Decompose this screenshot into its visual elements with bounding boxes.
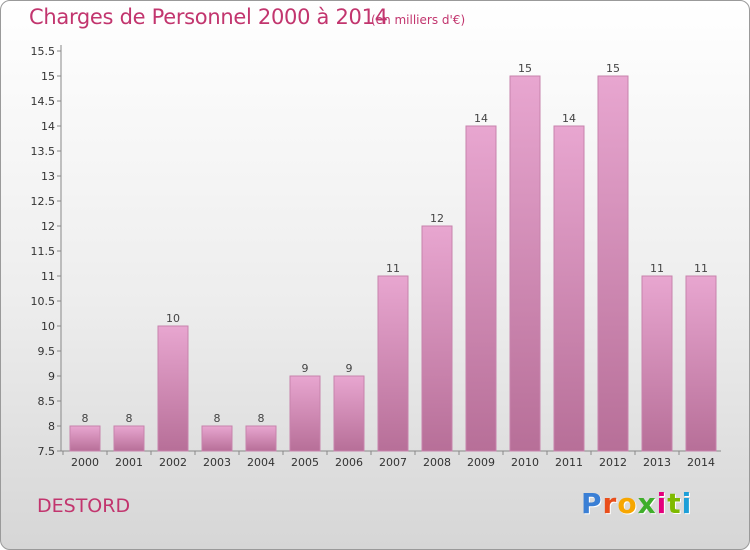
y-tick-label: 15.5 xyxy=(31,45,56,58)
x-tick-label-2000: 2000 xyxy=(71,456,99,469)
data-label-2013: 11 xyxy=(650,262,664,275)
data-label-2003: 8 xyxy=(214,412,221,425)
y-tick-label: 12.5 xyxy=(31,195,56,208)
chart-bars xyxy=(69,75,717,452)
x-tick-label-2002: 2002 xyxy=(159,456,187,469)
bar-2004 xyxy=(245,425,277,452)
data-label-2012: 15 xyxy=(606,62,620,75)
y-tick-label: 7.5 xyxy=(38,445,56,458)
data-label-2006: 9 xyxy=(346,362,353,375)
x-tick-label-2004: 2004 xyxy=(247,456,275,469)
data-label-2004: 8 xyxy=(258,412,265,425)
x-tick-label-2003: 2003 xyxy=(203,456,231,469)
data-label-2007: 11 xyxy=(386,262,400,275)
bar-2007 xyxy=(377,275,409,452)
x-tick-label-2014: 2014 xyxy=(687,456,715,469)
data-label-2011: 14 xyxy=(562,112,576,125)
bar-2003 xyxy=(201,425,233,452)
bar-2009 xyxy=(465,125,497,452)
y-tick-label: 14.5 xyxy=(31,95,56,108)
bar-2013 xyxy=(641,275,673,452)
x-tick-label-2013: 2013 xyxy=(643,456,671,469)
data-label-2005: 9 xyxy=(302,362,309,375)
y-tick-label: 9.5 xyxy=(38,345,56,358)
commune-name: DESTORD xyxy=(37,495,131,517)
x-tick-label-2006: 2006 xyxy=(335,456,363,469)
bar-2005 xyxy=(289,375,321,452)
chart-title: Charges de Personnel 2000 à 2014 xyxy=(29,5,388,29)
x-tick-label-2005: 2005 xyxy=(291,456,319,469)
chart-subtitle: (en milliers d'€) xyxy=(371,13,466,27)
y-tick-label: 13 xyxy=(41,170,55,183)
bar-2000 xyxy=(69,425,101,452)
proxiti-logo: Proxiti xyxy=(581,487,693,520)
y-tick-label: 14 xyxy=(41,120,55,133)
data-label-2014: 11 xyxy=(694,262,708,275)
bar-2002 xyxy=(157,325,189,452)
y-tick-label: 11.5 xyxy=(31,245,56,258)
x-tick-label-2009: 2009 xyxy=(467,456,495,469)
bar-2001 xyxy=(113,425,145,452)
chart-axes: 7.5 8 8.5 9 9.5 10 10.5 11 11.5 12 12.5 13 13.5 14 14.… xyxy=(31,45,721,458)
data-label-2008: 12 xyxy=(430,212,444,225)
y-tick-label: 10 xyxy=(41,320,55,333)
data-label-2000: 8 xyxy=(82,412,89,425)
bar-2008 xyxy=(421,225,453,452)
x-tick-label-2011: 2011 xyxy=(555,456,583,469)
y-tick-label: 12 xyxy=(41,220,55,233)
x-tick-label-2008: 2008 xyxy=(423,456,451,469)
bar-2012 xyxy=(597,75,629,452)
chart-labels: 8 2000 8 2001 10 2002 8 2003 8 2004 9 2005 9 2006 11 20… xyxy=(71,62,715,469)
x-tick-label-2007: 2007 xyxy=(379,456,407,469)
bar-2006 xyxy=(333,375,365,452)
y-tick-label: 9 xyxy=(48,370,55,383)
y-tick-label: 10.5 xyxy=(31,295,56,308)
y-tick-label: 13.5 xyxy=(31,145,56,158)
y-tick-label: 11 xyxy=(41,270,55,283)
x-tick-label-2001: 2001 xyxy=(115,456,143,469)
data-label-2009: 14 xyxy=(474,112,488,125)
x-tick-label-2012: 2012 xyxy=(599,456,627,469)
data-label-2002: 10 xyxy=(166,312,180,325)
y-tick-label: 15 xyxy=(41,70,55,83)
bar-2014 xyxy=(685,275,717,452)
bar-2011 xyxy=(553,125,585,452)
bar-2010 xyxy=(509,75,541,452)
x-tick-label-2010: 2010 xyxy=(511,456,539,469)
data-label-2001: 8 xyxy=(126,412,133,425)
data-label-2010: 15 xyxy=(518,62,532,75)
y-tick-label: 8 xyxy=(48,420,55,433)
y-tick-label: 8.5 xyxy=(38,395,56,408)
